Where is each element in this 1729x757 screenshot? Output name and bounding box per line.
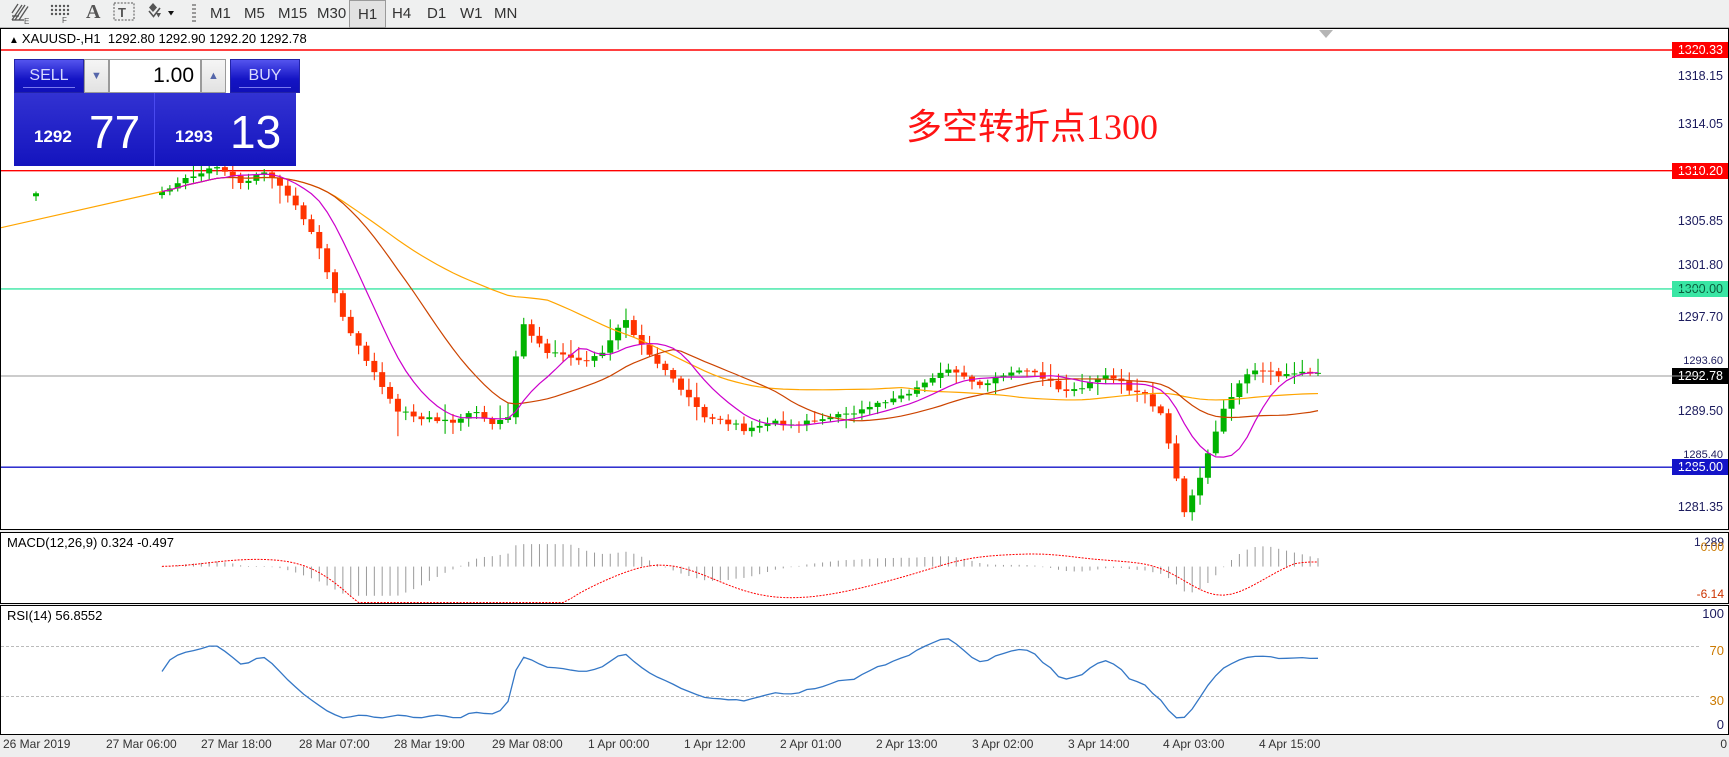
svg-text:E: E bbox=[24, 17, 29, 25]
svg-text:F: F bbox=[62, 16, 67, 24]
svg-text:T: T bbox=[118, 5, 126, 20]
